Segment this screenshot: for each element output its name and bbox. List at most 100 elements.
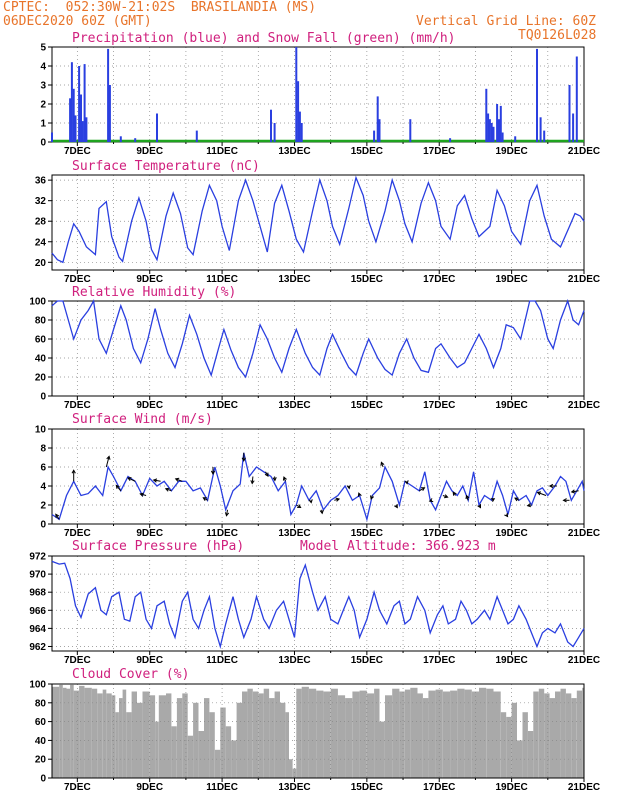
wind-arrow bbox=[571, 490, 579, 493]
y-tick-label: 10 bbox=[35, 425, 47, 436]
cloud-bar bbox=[171, 726, 177, 778]
wind-arrow bbox=[105, 456, 110, 468]
cloud-bar bbox=[576, 690, 583, 778]
precip-bar bbox=[501, 132, 504, 142]
cloud-bar bbox=[166, 693, 172, 778]
wind-arrow-head bbox=[404, 480, 409, 485]
y-tick-label: 972 bbox=[29, 552, 46, 563]
header-location: CPTEC: 052:30W-21:02S BRASILANDIA (MS) bbox=[3, 0, 317, 15]
wind-arrow-head bbox=[297, 504, 302, 509]
precip-bar bbox=[70, 62, 73, 143]
y-tick-label: 964 bbox=[29, 624, 46, 635]
wind-arrow-head bbox=[272, 477, 277, 482]
cloud-bar bbox=[252, 691, 259, 778]
wind-arrow-head bbox=[106, 455, 111, 460]
wind-arrow-head bbox=[394, 504, 398, 509]
cloud-bar bbox=[337, 695, 346, 778]
precip-bar bbox=[488, 119, 491, 142]
x-tick-label: 15DEC bbox=[351, 655, 383, 666]
x-tick-label: 13DEC bbox=[278, 528, 310, 539]
wind-arrow-head bbox=[562, 498, 567, 503]
precip-bar bbox=[572, 113, 575, 142]
y-tick-label: 40 bbox=[35, 354, 47, 365]
cloud-bar bbox=[323, 691, 331, 778]
cloud-bar bbox=[442, 691, 451, 778]
cloud-bar bbox=[102, 689, 107, 778]
wind-arrow bbox=[251, 476, 254, 484]
x-tick-label: 17DEC bbox=[423, 655, 455, 666]
cloud-bar bbox=[66, 688, 71, 778]
cloud-bar bbox=[493, 691, 501, 778]
cloud-bar bbox=[352, 691, 360, 778]
y-tick-label: 80 bbox=[35, 698, 47, 709]
panel-title-pressure: Surface Pressure (hPa) bbox=[72, 539, 244, 554]
y-tick-label: 100 bbox=[29, 297, 46, 308]
x-tick-label: 7DEC bbox=[64, 274, 91, 285]
x-tick-label: 7DEC bbox=[64, 146, 91, 157]
x-tick-label: 17DEC bbox=[423, 528, 455, 539]
x-tick-label: 7DEC bbox=[64, 528, 91, 539]
panel-frame bbox=[51, 428, 585, 525]
precip-bar bbox=[80, 94, 82, 142]
cloud-bar bbox=[220, 707, 226, 778]
cloud-bar bbox=[52, 686, 60, 778]
x-tick-label: 9DEC bbox=[136, 400, 163, 411]
x-tick-label: 21DEC bbox=[568, 782, 600, 793]
wind-arrow-head bbox=[526, 503, 532, 508]
model-altitude: Model Altitude: 366.923 m bbox=[300, 539, 496, 554]
x-tick-label: 7DEC bbox=[64, 400, 91, 411]
x-tick-label: 15DEC bbox=[351, 400, 383, 411]
cloud-bar bbox=[242, 691, 248, 778]
y-tick-label: 2 bbox=[40, 501, 46, 512]
cloud-bar bbox=[269, 698, 275, 778]
cloud-bar bbox=[274, 691, 280, 778]
panel-frame bbox=[51, 555, 585, 652]
wind-arrow-head bbox=[370, 495, 375, 500]
x-tick-label: 13DEC bbox=[278, 274, 310, 285]
y-tick-label: 2 bbox=[40, 100, 46, 111]
wind-arrow-head bbox=[380, 461, 385, 466]
x-tick-label: 9DEC bbox=[136, 528, 163, 539]
precip-bar bbox=[409, 119, 412, 142]
cloud-bar bbox=[126, 712, 132, 778]
y-tick-label: 36 bbox=[35, 176, 47, 187]
cloud-bar bbox=[115, 712, 119, 778]
cloud-bar bbox=[84, 687, 92, 778]
y-tick-label: 20 bbox=[35, 373, 47, 384]
y-tick-label: 970 bbox=[29, 570, 46, 581]
cloud-bar bbox=[359, 690, 367, 778]
precip-bar bbox=[298, 111, 301, 142]
wind-arrow-head bbox=[71, 469, 76, 474]
y-tick-label: 32 bbox=[35, 196, 47, 207]
cloud-bar bbox=[423, 698, 429, 778]
precip-bar bbox=[273, 123, 276, 142]
y-tick-label: 24 bbox=[35, 237, 47, 248]
x-tick-label: 13DEC bbox=[278, 400, 310, 411]
header-datetime: 06DEC2020 60Z (GMT) bbox=[3, 14, 152, 29]
cloud-bar bbox=[155, 721, 159, 778]
panel-title-humidity: Relative Humidity (%) bbox=[72, 285, 236, 300]
panel-title-cloud-cover: Cloud Cover (%) bbox=[72, 667, 189, 682]
precip-bar bbox=[78, 66, 81, 142]
precip-bar bbox=[499, 105, 502, 142]
wind-arrow-head bbox=[514, 497, 519, 502]
cloud-bar bbox=[571, 698, 577, 778]
y-tick-label: 968 bbox=[29, 588, 46, 599]
wind-arrow-head bbox=[421, 487, 426, 491]
wind-arrow-head bbox=[477, 504, 481, 509]
cloud-bar bbox=[91, 688, 98, 778]
y-tick-label: 0 bbox=[40, 392, 46, 403]
cloud-bar bbox=[231, 740, 237, 778]
cloud-bar bbox=[301, 686, 309, 778]
x-tick-label: 21DEC bbox=[568, 274, 600, 285]
x-tick-label: 21DEC bbox=[568, 655, 600, 666]
wind-arrow-head bbox=[224, 512, 230, 517]
precip-bar bbox=[108, 85, 111, 142]
cloud-bar bbox=[214, 749, 221, 778]
wind-arrow-head bbox=[152, 478, 158, 483]
y-tick-label: 40 bbox=[35, 736, 47, 747]
pressure-line bbox=[51, 560, 585, 650]
precip-bar bbox=[270, 109, 272, 142]
precip-bar bbox=[74, 115, 77, 142]
